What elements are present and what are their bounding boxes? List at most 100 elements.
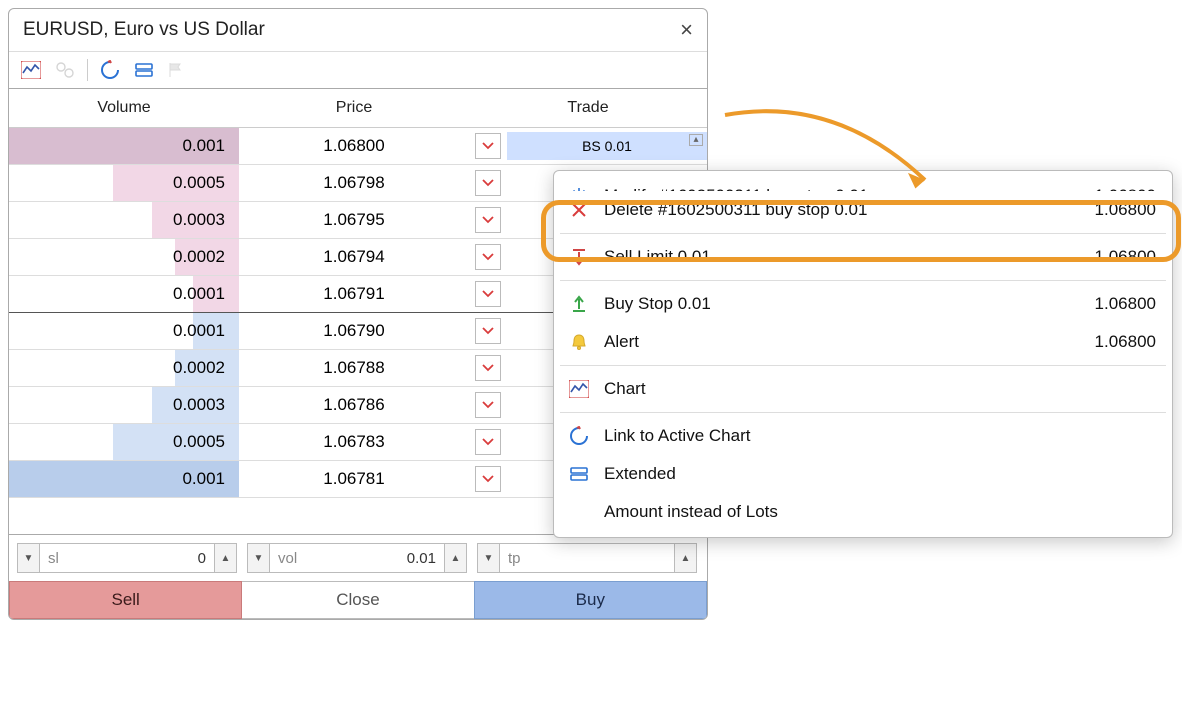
- volume-value: 0.0002: [173, 358, 225, 378]
- menu-separator: [560, 233, 1166, 234]
- sl-spinner[interactable]: ▼ sl 0 ▲: [17, 543, 237, 573]
- volume-cell: 0.001: [9, 128, 239, 164]
- menu-item-link-active[interactable]: Link to Active Chart: [554, 417, 1172, 455]
- menu-item-buy-stop[interactable]: Buy Stop 0.01 1.06800: [554, 285, 1172, 323]
- extended-icon[interactable]: [132, 58, 156, 82]
- column-headers: Volume Price Trade: [9, 89, 707, 128]
- volume-value: 0.001: [182, 136, 225, 156]
- chevron-down-icon[interactable]: [475, 392, 501, 418]
- menu-sell-limit-label: Sell Limit 0.01: [604, 247, 1081, 267]
- menu-delete-label: Delete #1602500311 buy stop 0.01: [604, 200, 1081, 220]
- tp-increment[interactable]: ▲: [674, 544, 696, 572]
- menu-separator: [560, 412, 1166, 413]
- volume-cell: 0.0003: [9, 387, 239, 423]
- volume-cell: 0.001: [9, 461, 239, 497]
- trade-cell: BS 0.01▴: [469, 128, 707, 164]
- chevron-down-icon[interactable]: [475, 133, 501, 159]
- close-button[interactable]: Close: [242, 581, 473, 619]
- chevron-down-icon[interactable]: [475, 429, 501, 455]
- menu-buy-stop-label: Buy Stop 0.01: [604, 294, 1081, 314]
- chevron-down-icon[interactable]: [475, 170, 501, 196]
- menu-delete-value: 1.06800: [1095, 200, 1156, 220]
- menu-item-amount-lots[interactable]: Amount instead of Lots: [554, 493, 1172, 531]
- chevron-down-icon[interactable]: [475, 207, 501, 233]
- chevron-up-icon[interactable]: ▴: [689, 134, 703, 146]
- toolbar: [9, 52, 707, 89]
- menu-modify-value: 1.06800: [1095, 186, 1156, 191]
- gear-icon: [568, 185, 590, 191]
- blank-icon: [568, 501, 590, 523]
- chevron-down-icon[interactable]: [475, 466, 501, 492]
- window-title: EURUSD, Euro vs US Dollar: [23, 19, 265, 41]
- chevron-down-icon[interactable]: [475, 355, 501, 381]
- inputs-row: ▼ sl 0 ▲ ▼ vol0.01 ▲ ▼ tp ▲: [9, 534, 707, 581]
- menu-item-alert[interactable]: Alert 1.06800: [554, 323, 1172, 361]
- menu-sell-limit-value: 1.06800: [1095, 247, 1156, 267]
- volume-value: 0.0005: [173, 173, 225, 193]
- link-chart-icon[interactable]: [98, 58, 122, 82]
- volume-value: 0.0001: [173, 284, 225, 304]
- titlebar: EURUSD, Euro vs US Dollar ×: [9, 9, 707, 52]
- volume-cell: 0.0005: [9, 424, 239, 460]
- sl-value: 0: [198, 550, 206, 567]
- menu-item-sell-limit[interactable]: Sell Limit 0.01 1.06800: [554, 238, 1172, 276]
- vol-decrement[interactable]: ▼: [248, 544, 270, 572]
- vol-increment[interactable]: ▲: [444, 544, 466, 572]
- menu-chart-label: Chart: [604, 379, 1156, 399]
- volume-value: 0.0002: [173, 247, 225, 267]
- menu-alert-value: 1.06800: [1095, 332, 1156, 352]
- extended-icon: [568, 463, 590, 485]
- sl-increment[interactable]: ▲: [214, 544, 236, 572]
- x-delete-icon: [568, 199, 590, 221]
- menu-item-chart[interactable]: Chart: [554, 370, 1172, 408]
- timer-icon[interactable]: [53, 58, 77, 82]
- tp-decrement[interactable]: ▼: [478, 544, 500, 572]
- price-cell: 1.06791: [239, 276, 469, 312]
- volume-value: 0.0003: [173, 395, 225, 415]
- tp-label: tp: [508, 550, 521, 567]
- chart-icon[interactable]: [19, 58, 43, 82]
- link-chart-icon: [568, 425, 590, 447]
- chart-icon: [568, 378, 590, 400]
- price-cell: 1.06795: [239, 202, 469, 238]
- sell-button[interactable]: Sell: [9, 581, 242, 619]
- chevron-down-icon[interactable]: [475, 244, 501, 270]
- price-cell: 1.06788: [239, 350, 469, 386]
- menu-separator: [560, 365, 1166, 366]
- menu-modify-label: Modify #1602500311 buy stop 0.01: [604, 186, 1081, 191]
- arrow-up-icon: [568, 293, 590, 315]
- dom-row[interactable]: 0.001 1.06800 BS 0.01▴: [9, 128, 707, 165]
- menu-link-active-label: Link to Active Chart: [604, 426, 1156, 446]
- sl-label: sl: [48, 550, 59, 567]
- vol-spinner[interactable]: ▼ vol0.01 ▲: [247, 543, 467, 573]
- trade-chip[interactable]: BS 0.01▴: [507, 132, 707, 160]
- volume-value: 0.0003: [173, 210, 225, 230]
- sl-decrement[interactable]: ▼: [18, 544, 40, 572]
- buy-button[interactable]: Buy: [474, 581, 707, 619]
- volume-cell: 0.0002: [9, 239, 239, 275]
- flag-icon[interactable]: [166, 58, 190, 82]
- menu-extended-label: Extended: [604, 464, 1156, 484]
- price-cell: 1.06798: [239, 165, 469, 201]
- menu-separator: [560, 280, 1166, 281]
- menu-item-modify-clipped[interactable]: Modify #1602500311 buy stop 0.01 1.06800: [554, 175, 1172, 191]
- price-cell: 1.06800: [239, 128, 469, 164]
- chevron-down-icon[interactable]: [475, 281, 501, 307]
- volume-value: 0.001: [182, 469, 225, 489]
- price-cell: 1.06783: [239, 424, 469, 460]
- volume-cell: 0.0001: [9, 276, 239, 312]
- bell-icon: [568, 331, 590, 353]
- close-icon[interactable]: ×: [680, 17, 693, 43]
- menu-amount-lots-label: Amount instead of Lots: [604, 502, 1156, 522]
- volume-value: 0.0001: [173, 321, 225, 341]
- volume-cell: 0.0005: [9, 165, 239, 201]
- menu-item-extended[interactable]: Extended: [554, 455, 1172, 493]
- volume-value: 0.0005: [173, 432, 225, 452]
- header-volume: Volume: [9, 89, 239, 127]
- menu-item-delete[interactable]: Delete #1602500311 buy stop 0.01 1.06800: [554, 191, 1172, 229]
- chevron-down-icon[interactable]: [475, 318, 501, 344]
- arrow-down-icon: [568, 246, 590, 268]
- tp-spinner[interactable]: ▼ tp ▲: [477, 543, 697, 573]
- vol-value: 0.01: [407, 550, 436, 567]
- volume-cell: 0.0002: [9, 350, 239, 386]
